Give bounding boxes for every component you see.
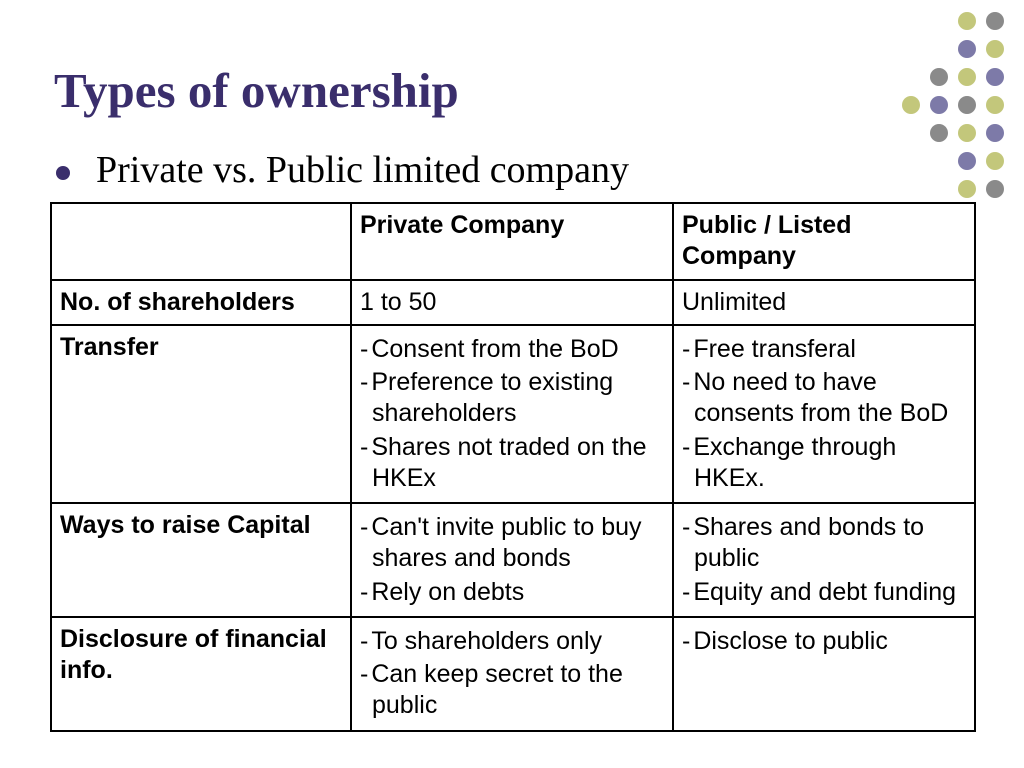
cell-public: Unlimited xyxy=(673,280,975,325)
decor-dot xyxy=(902,68,920,86)
decor-dot xyxy=(930,124,948,142)
cell-public: Free transferalNo need to have consents … xyxy=(673,325,975,503)
bullet-icon xyxy=(56,166,70,180)
cell-item: Free transferal xyxy=(682,334,966,365)
subtitle-row: Private vs. Public limited company xyxy=(56,148,629,192)
decor-dot xyxy=(902,124,920,142)
cell-item: Can keep secret to the public xyxy=(360,659,664,722)
decor-dot xyxy=(986,12,1004,30)
table-row: Disclosure of financial info.To sharehol… xyxy=(51,617,975,731)
decor-dot xyxy=(930,40,948,58)
decor-dot xyxy=(986,40,1004,58)
row-label: Transfer xyxy=(51,325,351,503)
cell-private: Consent from the BoDPreference to existi… xyxy=(351,325,673,503)
cell-item: Shares not traded on the HKEx xyxy=(360,432,664,495)
page-title: Types of ownership xyxy=(54,62,459,119)
decor-dot xyxy=(958,180,976,198)
decor-dot xyxy=(958,68,976,86)
decor-dot xyxy=(986,96,1004,114)
decor-dot xyxy=(902,40,920,58)
decor-dot xyxy=(930,68,948,86)
table-header-blank xyxy=(51,203,351,280)
decor-dot xyxy=(958,40,976,58)
decor-dot xyxy=(986,68,1004,86)
table-header-public: Public / Listed Company xyxy=(673,203,975,280)
cell-public: Disclose to public xyxy=(673,617,975,731)
decor-dot xyxy=(958,96,976,114)
cell-item: Rely on debts xyxy=(360,577,664,608)
decor-dot xyxy=(930,180,948,198)
slide: Types of ownership Private vs. Public li… xyxy=(0,0,1024,768)
table-row: Ways to raise CapitalCan't invite public… xyxy=(51,503,975,617)
table-header-private: Private Company xyxy=(351,203,673,280)
decor-dot xyxy=(930,12,948,30)
row-label: No. of shareholders xyxy=(51,280,351,325)
decor-dot xyxy=(930,96,948,114)
decor-dot xyxy=(902,96,920,114)
cell-item: Preference to existing shareholders xyxy=(360,367,664,430)
row-label: Disclosure of financial info. xyxy=(51,617,351,731)
table-row: No. of shareholders1 to 50Unlimited xyxy=(51,280,975,325)
cell-item: Consent from the BoD xyxy=(360,334,664,365)
decor-dot xyxy=(902,12,920,30)
cell-item: Disclose to public xyxy=(682,626,966,657)
cell-item: Can't invite public to buy shares and bo… xyxy=(360,512,664,575)
comparison-table: Private Company Public / Listed Company … xyxy=(50,202,976,732)
cell-private: 1 to 50 xyxy=(351,280,673,325)
cell-item: Shares and bonds to public xyxy=(682,512,966,575)
cell-item: No need to have consents from the BoD xyxy=(682,367,966,430)
subtitle-text: Private vs. Public limited company xyxy=(96,148,629,192)
decor-dot xyxy=(902,180,920,198)
decor-dot xyxy=(958,152,976,170)
decor-dot-grid xyxy=(902,12,1008,202)
decor-dot xyxy=(958,12,976,30)
decor-dot xyxy=(986,124,1004,142)
row-label: Ways to raise Capital xyxy=(51,503,351,617)
cell-item: Exchange through HKEx. xyxy=(682,432,966,495)
table-row: TransferConsent from the BoDPreference t… xyxy=(51,325,975,503)
decor-dot xyxy=(902,152,920,170)
cell-item: To shareholders only xyxy=(360,626,664,657)
decor-dot xyxy=(930,152,948,170)
table-body: No. of shareholders1 to 50UnlimitedTrans… xyxy=(51,280,975,731)
decor-dot xyxy=(958,124,976,142)
decor-dot xyxy=(986,180,1004,198)
table-header-row: Private Company Public / Listed Company xyxy=(51,203,975,280)
cell-item: Equity and debt funding xyxy=(682,577,966,608)
decor-dot xyxy=(986,152,1004,170)
cell-private: To shareholders onlyCan keep secret to t… xyxy=(351,617,673,731)
cell-public: Shares and bonds to publicEquity and deb… xyxy=(673,503,975,617)
cell-private: Can't invite public to buy shares and bo… xyxy=(351,503,673,617)
